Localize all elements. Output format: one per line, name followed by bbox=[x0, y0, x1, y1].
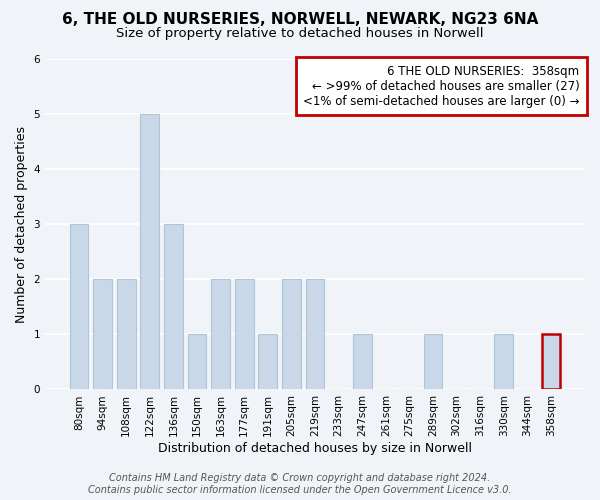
Bar bbox=[282, 280, 301, 390]
Bar bbox=[211, 280, 230, 390]
Bar bbox=[93, 280, 112, 390]
Bar bbox=[259, 334, 277, 390]
Y-axis label: Number of detached properties: Number of detached properties bbox=[15, 126, 28, 322]
Text: Size of property relative to detached houses in Norwell: Size of property relative to detached ho… bbox=[116, 28, 484, 40]
Bar bbox=[70, 224, 88, 390]
Text: Contains HM Land Registry data © Crown copyright and database right 2024.
Contai: Contains HM Land Registry data © Crown c… bbox=[88, 474, 512, 495]
Bar bbox=[140, 114, 159, 390]
Bar bbox=[494, 334, 513, 390]
X-axis label: Distribution of detached houses by size in Norwell: Distribution of detached houses by size … bbox=[158, 442, 472, 455]
Text: 6, THE OLD NURSERIES, NORWELL, NEWARK, NG23 6NA: 6, THE OLD NURSERIES, NORWELL, NEWARK, N… bbox=[62, 12, 538, 28]
Bar bbox=[235, 280, 254, 390]
Bar bbox=[353, 334, 371, 390]
Bar bbox=[117, 280, 136, 390]
Bar bbox=[424, 334, 442, 390]
Bar bbox=[305, 280, 325, 390]
Text: 6 THE OLD NURSERIES:  358sqm
← >99% of detached houses are smaller (27)
<1% of s: 6 THE OLD NURSERIES: 358sqm ← >99% of de… bbox=[303, 64, 580, 108]
Bar bbox=[542, 334, 560, 390]
Bar bbox=[164, 224, 183, 390]
Bar bbox=[188, 334, 206, 390]
